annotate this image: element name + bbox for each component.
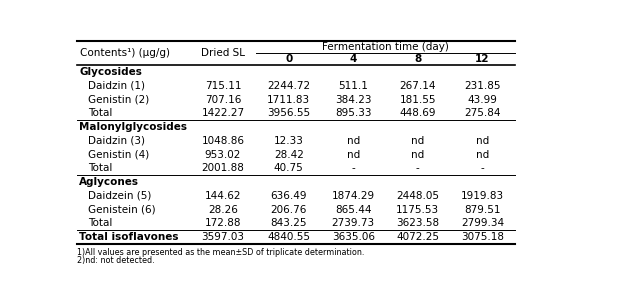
Text: nd: nd bbox=[411, 149, 424, 160]
Text: 43.99: 43.99 bbox=[468, 94, 497, 105]
Text: 1919.83: 1919.83 bbox=[461, 191, 504, 201]
Text: 1711.83: 1711.83 bbox=[267, 94, 310, 105]
Text: 12.33: 12.33 bbox=[274, 136, 304, 146]
Text: 3635.06: 3635.06 bbox=[332, 232, 375, 242]
Text: 28.42: 28.42 bbox=[274, 149, 304, 160]
Text: 144.62: 144.62 bbox=[205, 191, 241, 201]
Text: 3075.18: 3075.18 bbox=[461, 232, 504, 242]
Text: 2244.72: 2244.72 bbox=[267, 81, 310, 91]
Text: -: - bbox=[481, 163, 484, 173]
Text: 12: 12 bbox=[475, 54, 490, 64]
Text: 636.49: 636.49 bbox=[270, 191, 307, 201]
Text: Total: Total bbox=[88, 108, 112, 118]
Text: 172.88: 172.88 bbox=[205, 218, 241, 228]
Text: 707.16: 707.16 bbox=[205, 94, 241, 105]
Text: 206.76: 206.76 bbox=[270, 204, 307, 215]
Text: 1048.86: 1048.86 bbox=[202, 136, 244, 146]
Text: 865.44: 865.44 bbox=[335, 204, 371, 215]
Text: Daidzin (3): Daidzin (3) bbox=[88, 136, 144, 146]
Text: 231.85: 231.85 bbox=[464, 81, 500, 91]
Text: 181.55: 181.55 bbox=[400, 94, 436, 105]
Text: 2)nd: not detected.: 2)nd: not detected. bbox=[77, 256, 155, 265]
Text: 8: 8 bbox=[414, 54, 421, 64]
Text: Fermentation time (day): Fermentation time (day) bbox=[322, 42, 449, 52]
Text: 2739.73: 2739.73 bbox=[332, 218, 375, 228]
Text: -: - bbox=[416, 163, 420, 173]
Text: 40.75: 40.75 bbox=[274, 163, 304, 173]
Text: 879.51: 879.51 bbox=[464, 204, 500, 215]
Text: 4072.25: 4072.25 bbox=[396, 232, 439, 242]
Text: 3597.03: 3597.03 bbox=[202, 232, 244, 242]
Text: Daidzein (5): Daidzein (5) bbox=[88, 191, 151, 201]
Text: 1874.29: 1874.29 bbox=[332, 191, 375, 201]
Text: Contents¹) (μg/g): Contents¹) (μg/g) bbox=[80, 48, 170, 58]
Text: Total: Total bbox=[88, 163, 112, 173]
Text: nd: nd bbox=[476, 136, 489, 146]
Text: Malonylglycosides: Malonylglycosides bbox=[79, 122, 187, 132]
Text: Genistin (4): Genistin (4) bbox=[88, 149, 149, 160]
Text: 3623.58: 3623.58 bbox=[396, 218, 439, 228]
Text: 843.25: 843.25 bbox=[270, 218, 307, 228]
Text: Aglycones: Aglycones bbox=[79, 177, 139, 187]
Text: 275.84: 275.84 bbox=[464, 108, 500, 118]
Text: 511.1: 511.1 bbox=[338, 81, 368, 91]
Text: Total: Total bbox=[88, 218, 112, 228]
Text: Glycosides: Glycosides bbox=[79, 67, 142, 77]
Text: Daidzin (1): Daidzin (1) bbox=[88, 81, 144, 91]
Text: 715.11: 715.11 bbox=[205, 81, 241, 91]
Text: 448.69: 448.69 bbox=[400, 108, 436, 118]
Text: 0: 0 bbox=[285, 54, 292, 64]
Text: 2799.34: 2799.34 bbox=[461, 218, 504, 228]
Text: 28.26: 28.26 bbox=[208, 204, 238, 215]
Text: 4: 4 bbox=[350, 54, 357, 64]
Text: 4840.55: 4840.55 bbox=[267, 232, 310, 242]
Text: 1422.27: 1422.27 bbox=[201, 108, 244, 118]
Text: 2001.88: 2001.88 bbox=[202, 163, 244, 173]
Text: Genistin (2): Genistin (2) bbox=[88, 94, 149, 105]
Text: 895.33: 895.33 bbox=[335, 108, 371, 118]
Text: 1)All values are presented as the mean±SD of triplicate determination.: 1)All values are presented as the mean±S… bbox=[77, 248, 365, 257]
Text: nd: nd bbox=[347, 136, 360, 146]
Text: 384.23: 384.23 bbox=[335, 94, 371, 105]
Text: nd: nd bbox=[411, 136, 424, 146]
Text: Dried SL: Dried SL bbox=[201, 48, 245, 58]
Text: 267.14: 267.14 bbox=[400, 81, 436, 91]
Text: nd: nd bbox=[347, 149, 360, 160]
Text: 2448.05: 2448.05 bbox=[396, 191, 439, 201]
Text: nd: nd bbox=[476, 149, 489, 160]
Text: 1175.53: 1175.53 bbox=[396, 204, 439, 215]
Text: 953.02: 953.02 bbox=[205, 149, 241, 160]
Text: 3956.55: 3956.55 bbox=[267, 108, 310, 118]
Text: -: - bbox=[352, 163, 355, 173]
Text: Genistein (6): Genistein (6) bbox=[88, 204, 155, 215]
Text: Total isoflavones: Total isoflavones bbox=[79, 232, 178, 242]
